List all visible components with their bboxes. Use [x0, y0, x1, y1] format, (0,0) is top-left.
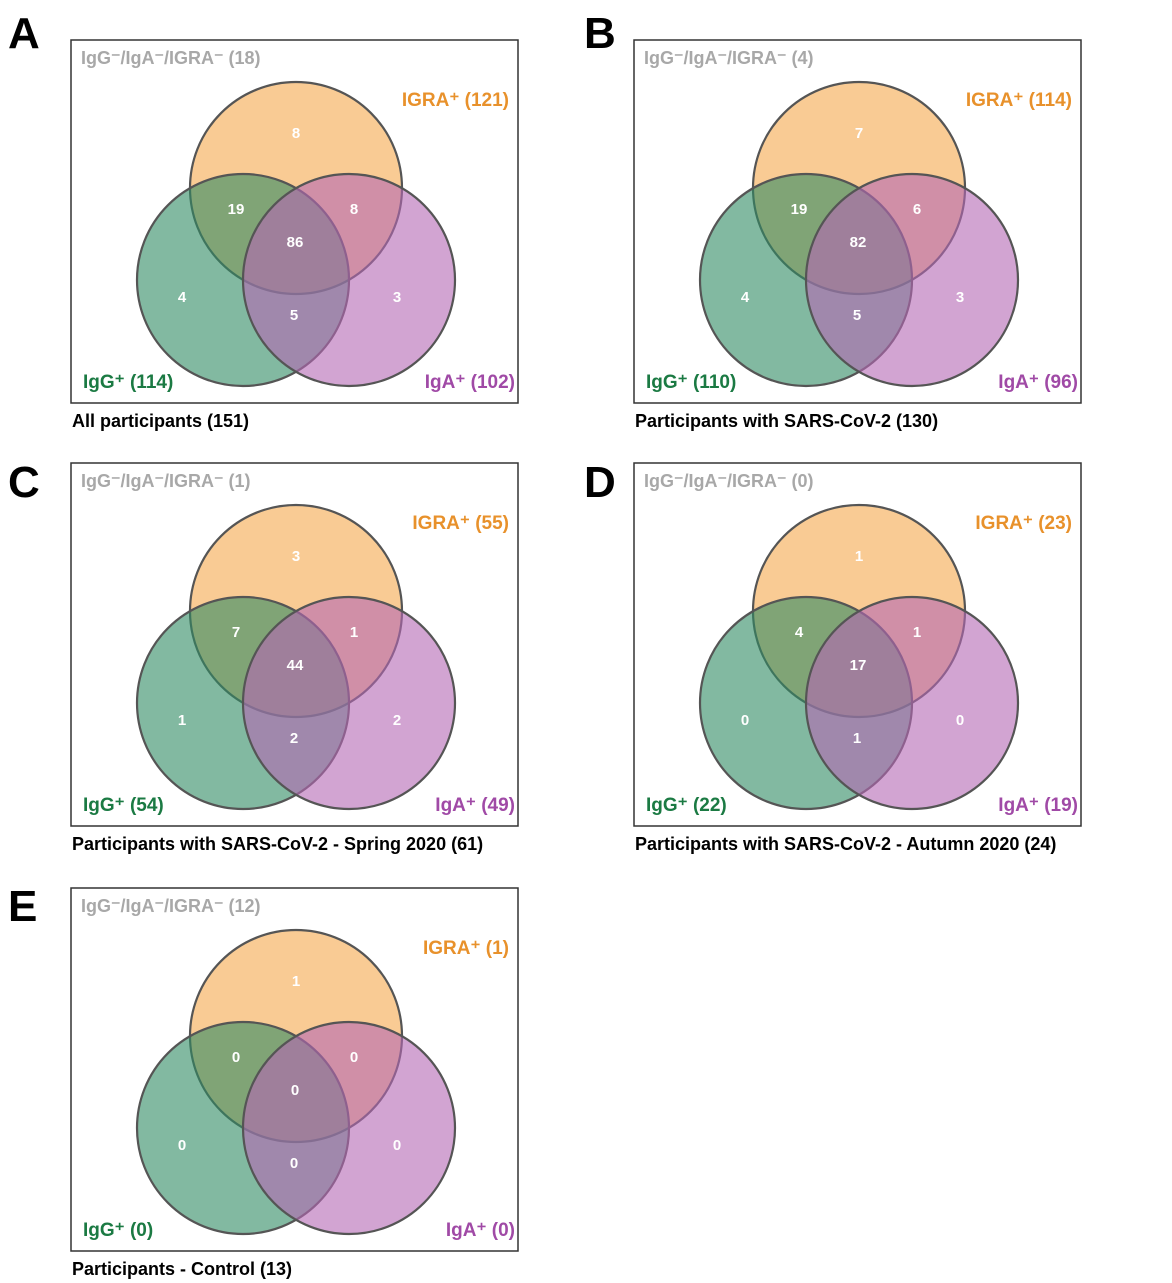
- region-count-iga-only: 0: [393, 1137, 401, 1154]
- igg-set-label: IgG⁺ (110): [646, 372, 736, 393]
- region-count-igra-iga: 1: [350, 624, 358, 641]
- igra-set-label: IGRA⁺ (114): [966, 90, 1072, 111]
- panel-caption: Participants with SARS-CoV-2 - Spring 20…: [72, 834, 483, 854]
- panel-frame: [70, 887, 519, 1252]
- negative-set-label: IgG⁻/IgA⁻/IGRA⁻ (4): [644, 48, 814, 68]
- igra-set-label: IGRA⁺ (1): [423, 938, 509, 959]
- igg-set-label: IgG⁺ (54): [83, 795, 164, 816]
- region-count-igg-igra: 19: [791, 201, 808, 218]
- region-count-igra-only: 1: [855, 548, 863, 565]
- venn-panel-c: C IgG⁻/IgA⁻/IGRA⁻ (1) IGRA⁺ (55) IgG⁺ (54) I…: [8, 458, 519, 854]
- region-count-igg-igra: 7: [232, 624, 240, 641]
- region-count-iga-only: 2: [393, 712, 401, 729]
- venn-panel-a: A IgG⁻/IgA⁻/IGRA⁻ (18) IGRA⁺ (121) IgG⁺ (11…: [8, 9, 519, 431]
- region-count-igg-only: 4: [178, 289, 187, 306]
- panel-caption: Participants with SARS-CoV-2 - Autumn 20…: [635, 834, 1056, 854]
- panel-frame: [633, 39, 1082, 404]
- region-count-all: 0: [291, 1082, 299, 1099]
- panel-frame: [70, 462, 519, 827]
- region-count-igra-only: 8: [292, 125, 300, 142]
- region-count-iga-only: 3: [393, 289, 401, 306]
- venn-panel-d: D IgG⁻/IgA⁻/IGRA⁻ (0) IGRA⁺ (23) IgG⁺ (22) I…: [584, 458, 1082, 854]
- panel-letter: C: [8, 458, 40, 507]
- negative-set-label: IgG⁻/IgA⁻/IGRA⁻ (18): [81, 48, 261, 68]
- panel-caption: Participants - Control (13): [72, 1259, 292, 1279]
- iga-circle: [804, 595, 1020, 811]
- negative-set-label: IgG⁻/IgA⁻/IGRA⁻ (12): [81, 896, 261, 916]
- iga-set-label: IgA⁺ (19): [998, 795, 1078, 816]
- panel-letter: A: [8, 9, 40, 58]
- negative-set-label: IgG⁻/IgA⁻/IGRA⁻ (0): [644, 471, 814, 491]
- region-count-igg-iga: 2: [290, 730, 298, 747]
- iga-set-label: IgA⁺ (0): [446, 1220, 515, 1241]
- region-count-iga-only: 0: [956, 712, 964, 729]
- region-count-igg-only: 0: [178, 1137, 186, 1154]
- region-count-all: 86: [287, 234, 304, 251]
- region-count-iga-only: 3: [956, 289, 964, 306]
- region-count-igra-iga: 0: [350, 1049, 358, 1066]
- panel-letter: D: [584, 458, 616, 507]
- region-count-igg-iga: 5: [853, 307, 861, 324]
- igg-set-label: IgG⁺ (22): [646, 795, 727, 816]
- region-count-all: 44: [287, 657, 304, 674]
- igg-set-label: IgG⁺ (114): [83, 372, 173, 393]
- region-counts: 1 0 0 0 0 0 0: [178, 973, 401, 1172]
- igra-set-label: IGRA⁺ (55): [412, 513, 509, 534]
- region-count-igg-iga: 0: [290, 1155, 298, 1172]
- region-count-igra-iga: 6: [913, 201, 921, 218]
- iga-circle: [804, 172, 1020, 388]
- panel-letter: E: [8, 882, 37, 931]
- region-count-igg-iga: 1: [853, 730, 861, 747]
- iga-set-label: IgA⁺ (49): [435, 795, 515, 816]
- region-count-igra-only: 7: [855, 125, 863, 142]
- venn-panel-e: E IgG⁻/IgA⁻/IGRA⁻ (12) IGRA⁺ (1) IgG⁺ (0) Ig…: [8, 882, 519, 1279]
- venn-panel-b: B IgG⁻/IgA⁻/IGRA⁻ (4) IGRA⁺ (114) IgG⁺ (110…: [584, 9, 1082, 431]
- region-count-igg-igra: 4: [795, 624, 804, 641]
- region-counts: 7 19 6 82 4 3 5: [741, 125, 964, 324]
- region-count-igg-only: 1: [178, 712, 186, 729]
- region-counts: 8 19 8 86 4 3 5: [178, 125, 401, 324]
- region-count-igra-iga: 8: [350, 201, 358, 218]
- region-count-all: 17: [850, 657, 867, 674]
- panel-caption: Participants with SARS-CoV-2 (130): [635, 411, 938, 431]
- region-count-igra-only: 3: [292, 548, 300, 565]
- iga-circle: [241, 172, 457, 388]
- iga-set-label: IgA⁺ (96): [998, 372, 1078, 393]
- iga-circle: [241, 595, 457, 811]
- iga-circle: [241, 1020, 457, 1236]
- region-counts: 3 7 1 44 1 2 2: [178, 548, 401, 747]
- region-count-igg-igra: 19: [228, 201, 245, 218]
- region-count-igg-only: 4: [741, 289, 750, 306]
- igra-set-label: IGRA⁺ (121): [402, 90, 509, 111]
- igg-set-label: IgG⁺ (0): [83, 1220, 153, 1241]
- region-counts: 1 4 1 17 0 0 1: [741, 548, 964, 747]
- panel-frame: [70, 39, 519, 404]
- region-count-igg-only: 0: [741, 712, 749, 729]
- panel-frame: [633, 462, 1082, 827]
- iga-set-label: IgA⁺ (102): [425, 372, 515, 393]
- negative-set-label: IgG⁻/IgA⁻/IGRA⁻ (1): [81, 471, 251, 491]
- region-count-igg-iga: 5: [290, 307, 298, 324]
- igra-set-label: IGRA⁺ (23): [975, 513, 1072, 534]
- region-count-igra-iga: 1: [913, 624, 921, 641]
- panel-caption: All participants (151): [72, 411, 249, 431]
- region-count-igg-igra: 0: [232, 1049, 240, 1066]
- region-count-all: 82: [850, 234, 867, 251]
- panel-letter: B: [584, 9, 616, 58]
- region-count-igra-only: 1: [292, 973, 300, 990]
